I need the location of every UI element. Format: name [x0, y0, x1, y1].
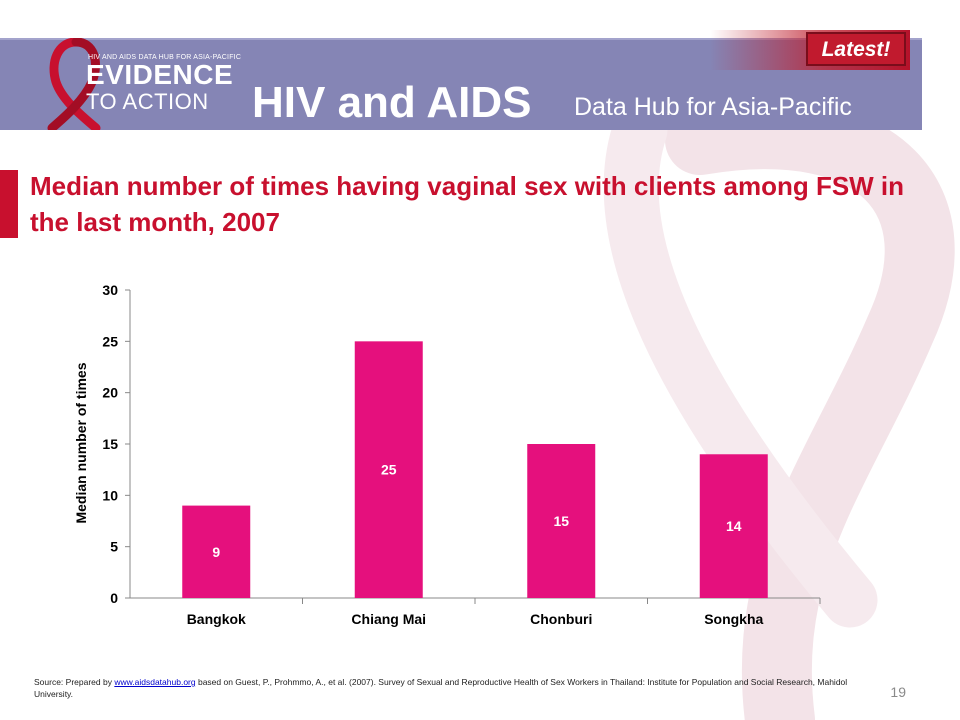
bar	[699, 454, 768, 598]
bar-data-label: 25	[381, 462, 397, 478]
x-tick-label: Songkha	[704, 611, 763, 627]
bar-data-label: 9	[212, 544, 220, 560]
y-tick-label: 30	[102, 282, 118, 298]
x-tick-label: Chonburi	[530, 611, 592, 627]
hub-subtitle: Data Hub for Asia-Pacific	[574, 93, 852, 121]
latest-badge[interactable]: Latest!	[806, 32, 906, 66]
title-accent-bar	[0, 170, 18, 238]
red-ribbon-logo-icon	[47, 38, 101, 130]
x-tick-label: Chiang Mai	[351, 611, 426, 627]
bar	[354, 341, 423, 598]
hub-title: HIV and AIDS	[252, 78, 532, 127]
y-tick-label: 0	[110, 590, 118, 606]
y-axis-label: Median number of times	[73, 362, 89, 523]
source-prefix: Source: Prepared by	[34, 677, 115, 687]
y-tick-label: 20	[102, 385, 118, 401]
bar-data-label: 15	[553, 513, 569, 529]
page-number: 19	[890, 684, 906, 700]
y-tick-label: 25	[102, 333, 118, 349]
source-note: Source: Prepared by www.aidsdatahub.org …	[34, 676, 870, 700]
latest-badge-label: Latest!	[821, 38, 891, 61]
y-tick-label: 15	[102, 436, 118, 452]
x-tick-label: Bangkok	[187, 611, 246, 627]
y-tick-label: 5	[110, 539, 118, 555]
slide-title: Median number of times having vaginal se…	[30, 171, 905, 237]
bar	[182, 505, 251, 598]
bar	[527, 444, 596, 598]
logo-tagline: HIV AND AIDS DATA HUB FOR ASIA-PACIFIC	[88, 54, 242, 61]
source-suffix: based on Guest, P., Prohmmo, A., et al. …	[34, 677, 848, 699]
bar-data-label: 14	[726, 518, 742, 534]
source-link[interactable]: www.aidsdatahub.org	[114, 677, 196, 687]
logo-action-text: TO ACTION	[86, 89, 209, 114]
y-tick-label: 10	[102, 487, 118, 503]
logo-evidence-text: EVIDENCE	[86, 59, 234, 90]
